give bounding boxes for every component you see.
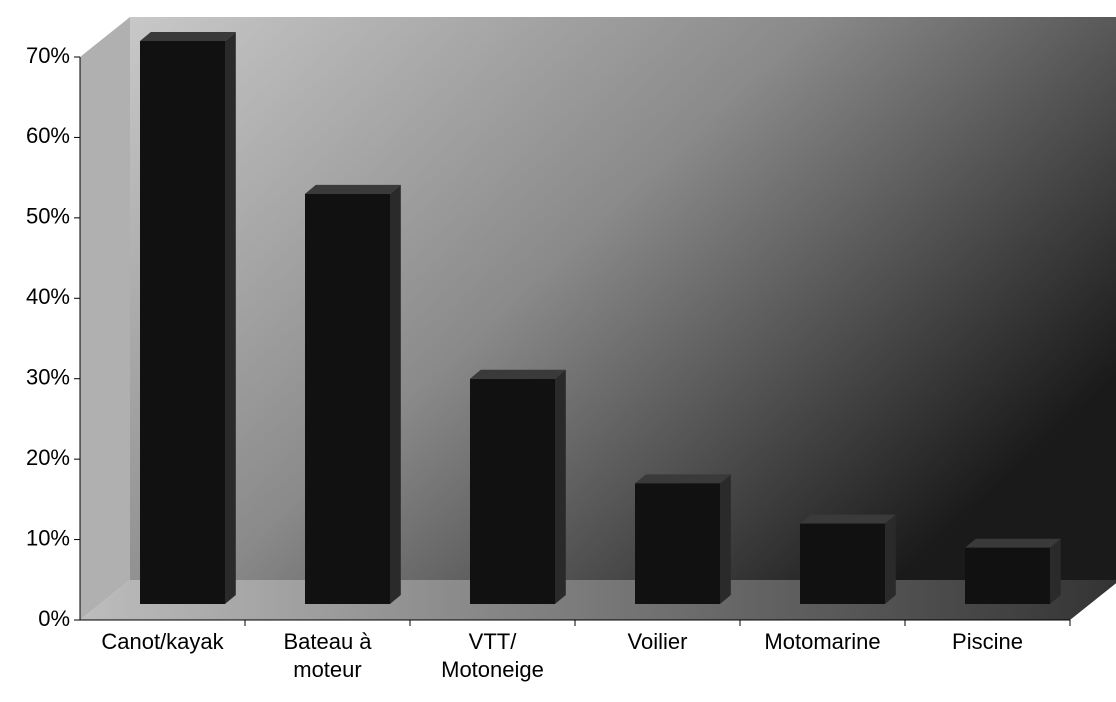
side-wall [80,17,130,620]
bar-side [885,514,896,604]
bar-side [390,184,401,605]
back-wall [130,17,1116,580]
bar-side [225,32,236,604]
y-tick-label: 0% [38,606,70,631]
bar-top [305,184,401,194]
bar-side [720,474,731,604]
x-tick-label: Motomarine [764,629,881,654]
bar [635,483,720,604]
x-tick-label: Bateau à moteur [283,629,372,682]
x-tick-label: Piscine [952,629,1023,654]
y-tick-label: 60% [26,123,70,148]
x-tick-label: Canot/kayak [101,629,224,654]
bar-top [470,369,566,379]
y-tick-label: 70% [26,43,70,68]
bar [305,193,390,605]
bar-side [555,369,566,604]
bar [470,378,555,604]
bar [140,41,225,604]
x-tick-label: VTT/ Motoneige [441,629,544,682]
bar [965,547,1050,604]
bar-top [965,538,1061,548]
bar-side [1050,538,1061,604]
bar-top [140,32,236,41]
y-tick-label: 10% [26,525,70,550]
y-tick-label: 40% [26,284,70,309]
bar-top [635,474,731,484]
y-tick-label: 50% [26,204,70,229]
bar-top [800,514,896,524]
x-tick-label: Voilier [627,629,688,654]
y-tick-label: 30% [26,365,70,390]
bar [800,523,885,604]
y-tick-label: 20% [26,445,70,470]
